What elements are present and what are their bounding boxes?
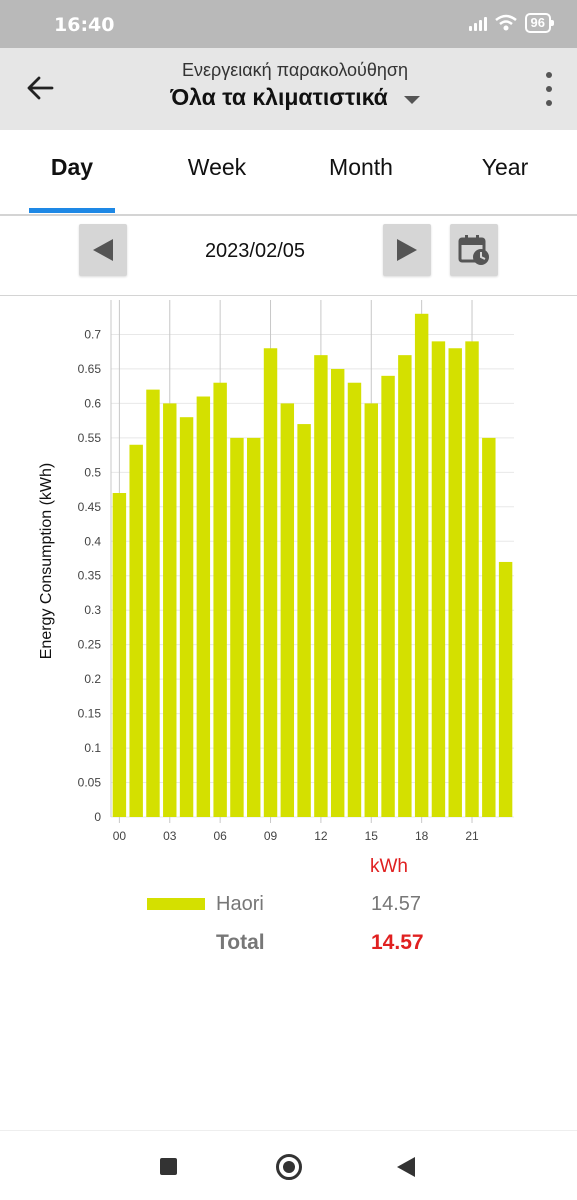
tab-day[interactable]: Day — [50, 154, 94, 180]
bar-23[interactable] — [498, 561, 513, 817]
tab-month[interactable]: Month — [329, 154, 393, 180]
bar-17[interactable] — [398, 355, 412, 817]
y-tick-label: 0.3 — [84, 603, 101, 617]
wifi-icon — [494, 14, 517, 31]
bar-01[interactable] — [129, 444, 143, 817]
bar-22[interactable] — [482, 437, 496, 817]
bar-19[interactable] — [431, 341, 446, 817]
bar-13[interactable] — [330, 368, 345, 817]
y-axis-label: Energy Consumption (kWh) — [38, 463, 55, 660]
triangle-right-icon — [397, 239, 417, 261]
x-tick-label: 09 — [264, 829, 278, 843]
y-tick-label: 0.1 — [84, 741, 101, 755]
x-tick-label: 00 — [113, 829, 127, 843]
current-date: 2023/02/05 — [204, 240, 306, 262]
more-vert-icon — [546, 72, 552, 78]
tab-indicator — [29, 208, 115, 213]
status-time: 16:40 — [54, 14, 115, 36]
next-day-button[interactable] — [383, 224, 431, 276]
recent-apps-button[interactable] — [160, 1158, 177, 1175]
y-tick-label: 0.35 — [78, 569, 102, 583]
energy-chart: 0 0.05 0.1 0.15 0.2 0.25 0.3 0.35 0.4 0.45 0.5 0.55… — [38, 300, 514, 843]
device-selector[interactable]: Όλα τα κλιματιστικά — [100, 84, 490, 111]
bar-06[interactable] — [213, 382, 227, 817]
x-tick-label: 06 — [213, 829, 227, 843]
x-axis-ticks: 00 03 06 09 12 15 18 21 — [113, 829, 479, 843]
date-bar: 2023/02/05 — [0, 216, 577, 296]
app-subtitle: Ενεργειακή παρακολούθηση — [181, 60, 409, 80]
legend-item-value: 14.57 — [371, 893, 422, 915]
bar-14[interactable] — [347, 382, 362, 817]
more-options-button[interactable] — [537, 72, 561, 106]
signal-icon — [468, 15, 487, 31]
x-tick-label: 18 — [415, 829, 429, 843]
bar-03[interactable] — [163, 403, 177, 817]
x-tick-label: 03 — [163, 829, 177, 843]
bar-21[interactable] — [465, 341, 479, 817]
title-block: Ενεργειακή παρακολούθηση Όλα τα κλιματισ… — [100, 60, 490, 111]
x-tick-label: 12 — [314, 829, 328, 843]
y-tick-label: 0.25 — [78, 638, 102, 652]
y-tick-label: 0.15 — [78, 707, 102, 721]
y-tick-label: 0.2 — [84, 672, 101, 686]
y-tick-label: 0.45 — [78, 500, 102, 514]
bar-16[interactable] — [381, 375, 395, 817]
bar-09[interactable] — [263, 348, 278, 817]
y-tick-label: 0.05 — [78, 776, 102, 790]
calendar-clock-icon — [458, 235, 489, 265]
unit-label: kWh — [370, 856, 408, 877]
chart-bars — [112, 313, 513, 817]
bar-12[interactable] — [314, 355, 328, 817]
arrow-left-icon — [27, 76, 54, 100]
period-tabs: Day Week Month Year — [0, 130, 577, 216]
home-button[interactable] — [276, 1154, 302, 1180]
tab-year[interactable]: Year — [481, 154, 529, 180]
bar-10[interactable] — [280, 403, 295, 817]
bar-15[interactable] — [364, 403, 378, 817]
previous-day-button[interactable] — [79, 224, 127, 276]
y-tick-label: 0.4 — [84, 534, 101, 548]
y-tick-label: 0.7 — [84, 327, 101, 341]
bar-05[interactable] — [196, 396, 211, 817]
total-value: 14.57 — [371, 931, 424, 954]
status-icons: 96 — [468, 13, 555, 33]
bar-08[interactable] — [247, 437, 261, 817]
bar-07[interactable] — [230, 437, 244, 817]
y-tick-label: 0.65 — [78, 362, 102, 376]
total-label: Total — [216, 931, 265, 954]
system-back-button[interactable] — [397, 1157, 415, 1177]
bar-00[interactable] — [112, 493, 127, 817]
app-title: Όλα τα κλιματιστικά — [170, 84, 388, 110]
y-tick-label: 0.5 — [84, 465, 101, 479]
bar-20[interactable] — [448, 348, 462, 817]
app-bar: Ενεργειακή παρακολούθηση Όλα τα κλιματισ… — [0, 48, 577, 130]
bar-11[interactable] — [297, 424, 311, 817]
bar-04[interactable] — [179, 417, 194, 817]
legend-swatch — [147, 898, 205, 910]
status-bar: 16:40 96 — [0, 0, 577, 48]
calendar-button[interactable] — [450, 224, 498, 276]
legend-item-name: Haori — [216, 893, 264, 915]
y-axis-ticks: 0 0.05 0.1 0.15 0.2 0.25 0.3 0.35 0.4 0.45 0.5 0.55… — [78, 327, 102, 824]
bar-02[interactable] — [146, 389, 160, 817]
legend: kWh Haori 14.57 Total 14.57 — [0, 850, 577, 970]
system-nav-bar — [0, 1130, 577, 1200]
x-tick-label: 15 — [365, 829, 379, 843]
y-tick-label: 0.6 — [84, 396, 101, 410]
triangle-left-icon — [93, 239, 113, 261]
tab-week[interactable]: Week — [187, 154, 247, 180]
bar-18[interactable] — [414, 313, 429, 817]
x-tick-label: 21 — [465, 829, 479, 843]
chevron-down-icon — [403, 95, 420, 104]
back-button[interactable] — [18, 68, 62, 108]
y-tick-label: 0 — [94, 810, 101, 824]
battery-icon: 96 — [524, 13, 555, 33]
y-tick-label: 0.55 — [78, 431, 102, 445]
